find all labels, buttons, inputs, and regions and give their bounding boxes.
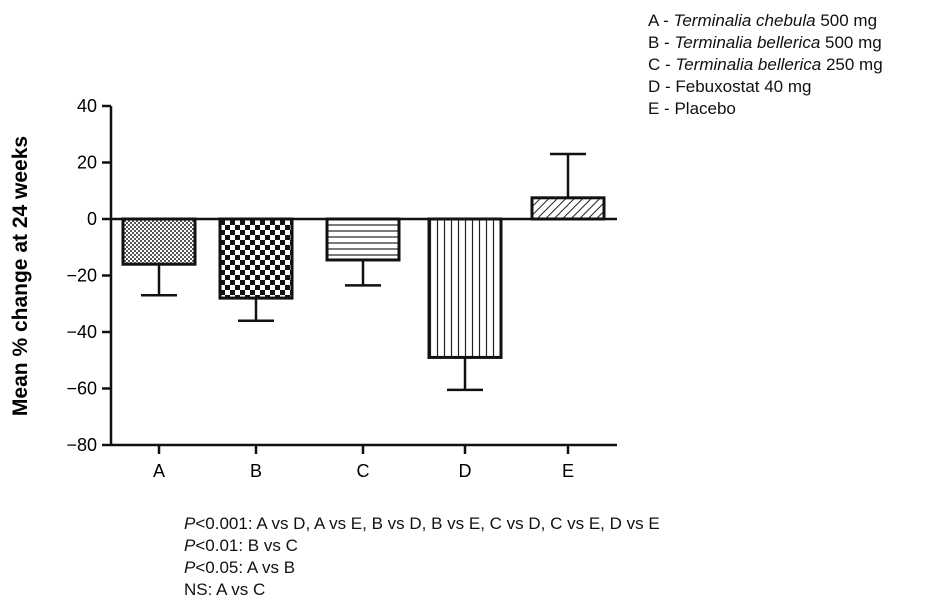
x-tick-label-E: E [562,461,574,481]
x-tick-label-B: B [250,461,262,481]
legend-suffix: Placebo [674,99,736,118]
legend-prefix: A - [648,11,674,30]
legend-species: Terminalia bellerica [675,55,822,74]
significance-line: P<0.01: B vs C [184,535,660,557]
legend-suffix: Febuxostat 40 mg [675,77,812,96]
legend-prefix: E - [648,99,675,118]
y-tick-label: 0 [87,209,97,229]
bar-E [530,196,606,221]
significance-line: NS: A vs C [184,579,660,601]
significance-text: <0.01: B vs C [195,536,298,555]
bars [121,152,606,392]
y-tick-label: −60 [66,379,97,399]
x-tick-label-D: D [459,461,472,481]
legend-item: D - Febuxostat 40 mg [648,76,943,98]
significance-notes: P<0.001: A vs D, A vs E, B vs D, B vs E,… [184,513,660,601]
bar-C [325,217,401,262]
p-symbol: P [184,536,196,555]
bar-D [427,217,503,359]
p-symbol: P [184,558,196,577]
legend-prefix: D - [648,77,676,96]
x-tick-label-C: C [357,461,370,481]
significance-text: <0.05: A vs B [195,558,296,577]
legend-item: C - Terminalia bellerica 250 mg [648,54,943,76]
bar-B [218,217,294,300]
legend: A - Terminalia chebula 500 mg B - Termina… [648,10,943,120]
legend-species: Terminalia bellerica [674,33,821,52]
y-tick-label: −40 [66,322,97,342]
y-tick-label: 20 [77,153,97,173]
legend-suffix: 500 mg [815,11,878,30]
x-axis: A B C D E [111,217,617,481]
legend-item: E - Placebo [648,98,943,120]
y-axis-label: Mean % change at 24 weeks [9,136,32,416]
y-tick-label: −20 [66,266,97,286]
x-tick-label-A: A [153,461,165,481]
legend-item: B - Terminalia bellerica 500 mg [648,32,943,54]
bar-A [121,217,197,266]
significance-line: P<0.05: A vs B [184,557,660,579]
legend-prefix: B - [648,33,675,52]
legend-item: A - Terminalia chebula 500 mg [648,10,943,32]
y-tick-label: 40 [77,96,97,116]
legend-prefix: C - [648,55,676,74]
significance-line: P<0.001: A vs D, A vs E, B vs D, B vs E,… [184,513,660,535]
significance-text: NS: A vs C [184,580,266,599]
legend-suffix: 250 mg [821,55,883,74]
p-symbol: P [184,514,196,533]
legend-species: Terminalia chebula [673,11,816,30]
legend-suffix: 500 mg [820,33,882,52]
y-axis: 40 20 0 −20 −40 −60 −80 [66,96,113,455]
significance-text: <0.001: A vs D, A vs E, B vs D, B vs E, … [195,514,660,533]
y-tick-label: −80 [66,435,97,455]
